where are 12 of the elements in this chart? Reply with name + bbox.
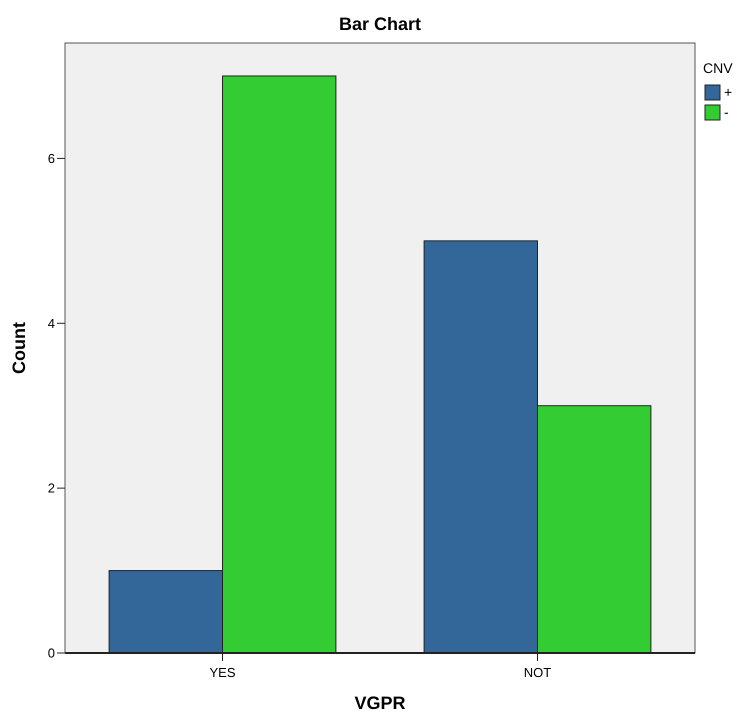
y-tick-label: 2 xyxy=(48,480,55,496)
y-tick-label: 4 xyxy=(48,316,55,331)
y-tick-label: 0 xyxy=(48,646,55,661)
x-axis-title: VGPR xyxy=(354,693,406,713)
x-tick-label: NOT xyxy=(524,665,552,680)
y-axis-title: Count xyxy=(9,322,29,374)
y-tick-label: 6 xyxy=(48,150,55,166)
legend-title: CNV xyxy=(703,60,734,76)
x-tick-label: YES xyxy=(209,665,236,680)
chart-title: Bar Chart xyxy=(338,14,422,34)
legend-label: - xyxy=(724,104,729,120)
legend-label: + xyxy=(724,84,732,100)
